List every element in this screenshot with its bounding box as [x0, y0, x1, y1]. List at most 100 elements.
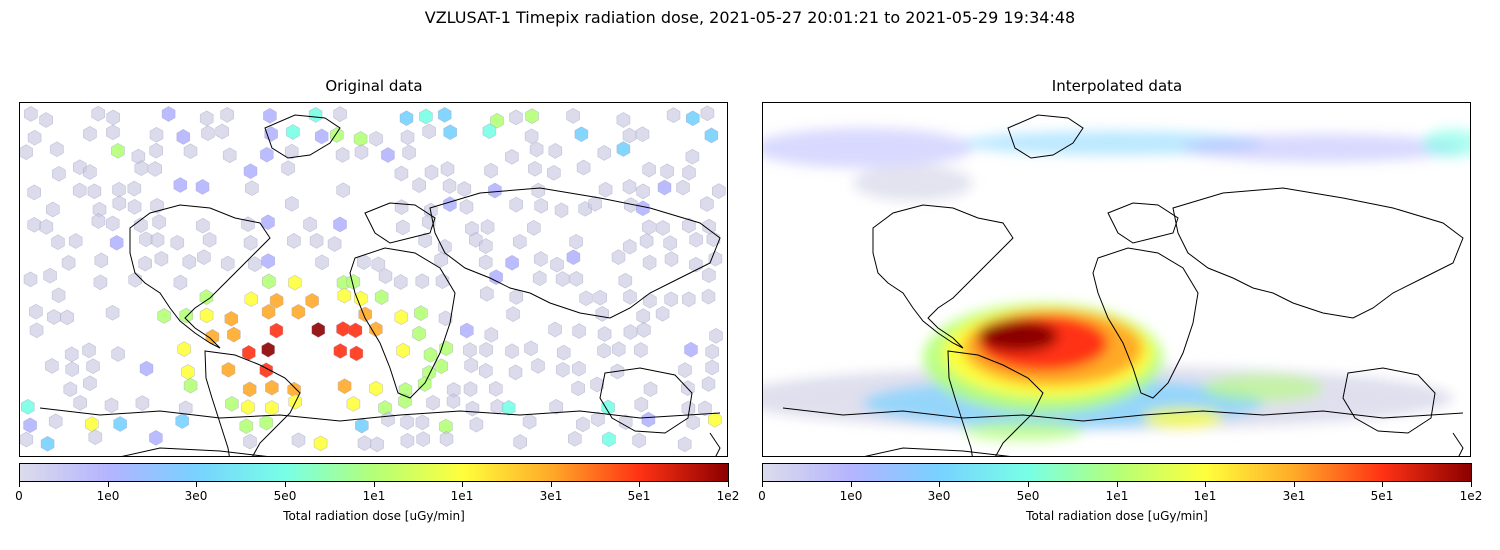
sample-hex: [259, 414, 274, 431]
sample-hex: [569, 233, 583, 250]
colorbar-tick-label: 1e2: [716, 489, 740, 503]
sample-hex: [313, 435, 328, 452]
sample-hex: [548, 143, 563, 159]
sample-hex: [394, 199, 409, 215]
sample-hex: [27, 184, 42, 201]
colorbar-tick: [1117, 482, 1118, 487]
sample-hex: [611, 341, 626, 358]
sample-hex: [595, 306, 610, 322]
sample-hex: [399, 110, 414, 127]
sample-hex: [566, 249, 581, 266]
sample-hex: [678, 362, 692, 378]
sample-hex: [149, 142, 163, 159]
sample-hex: [579, 290, 593, 307]
sample-hex: [459, 322, 474, 339]
sample-hex: [91, 105, 105, 122]
sample-hex: [509, 196, 524, 213]
sample-hex: [51, 287, 66, 304]
sample-hex: [622, 178, 637, 195]
sample-hex: [260, 146, 274, 163]
colorbar-tick: [1294, 482, 1295, 487]
sample-hex: [243, 163, 258, 180]
sample-hex: [152, 214, 166, 230]
sample-hex: [708, 250, 723, 267]
sample-hex: [598, 181, 613, 198]
sample-hex: [576, 416, 590, 433]
coastline-path: [1342, 367, 1436, 434]
original-data-map: [19, 102, 728, 457]
sample-hex: [104, 397, 119, 414]
sample-hex: [333, 106, 347, 122]
sample-hex: [337, 287, 352, 304]
sample-hex: [241, 216, 255, 233]
sample-hex: [261, 304, 276, 320]
sample-hex: [336, 321, 350, 337]
sample-hex: [642, 219, 656, 236]
sample-hex: [509, 109, 523, 126]
sample-hex: [241, 399, 255, 415]
sample-hex: [335, 147, 350, 163]
sample-hex: [199, 110, 214, 127]
sample-hex: [149, 430, 163, 446]
sample-hex: [248, 256, 262, 272]
interp-blob: [963, 421, 1083, 441]
sample-hex: [524, 128, 539, 145]
sample-hex: [199, 307, 214, 324]
sample-hex: [616, 112, 631, 128]
sample-hex: [642, 161, 656, 178]
sample-hex: [61, 255, 76, 271]
sample-hex: [597, 342, 611, 359]
sample-hex: [308, 107, 323, 123]
sample-hex: [700, 105, 715, 122]
sample-hex: [681, 291, 696, 308]
sample-hex: [393, 274, 408, 290]
colorbar-tick: [19, 482, 20, 487]
sample-hex: [489, 269, 503, 286]
sample-hex: [505, 343, 519, 360]
sample-hex: [484, 326, 499, 343]
sample-hex: [242, 381, 257, 398]
sample-hex: [265, 400, 279, 416]
sample-hex: [682, 217, 696, 234]
sample-hex: [286, 124, 300, 140]
sample-hex: [602, 431, 616, 448]
sample-hex: [128, 271, 142, 288]
sample-hex: [245, 180, 259, 197]
sample-hex: [134, 160, 149, 176]
sample-hex: [440, 161, 455, 177]
sample-hex: [82, 342, 96, 359]
sample-hex: [139, 231, 153, 248]
sample-hex: [556, 344, 571, 361]
sample-hex: [412, 325, 426, 342]
sample-hex: [370, 436, 384, 453]
sample-hex: [663, 235, 678, 251]
sample-hex: [87, 183, 102, 200]
sample-hex: [664, 291, 678, 308]
sample-hex: [528, 160, 542, 177]
sample-hex: [574, 126, 589, 143]
sample-hex: [635, 126, 650, 143]
sample-hex: [127, 198, 142, 215]
sample-hex: [315, 254, 329, 271]
sample-hex: [265, 379, 279, 396]
coastline-path: [599, 367, 693, 434]
sample-hex: [196, 217, 210, 234]
sample-hex: [682, 164, 696, 181]
sample-hex: [329, 127, 344, 143]
sample-hex: [45, 201, 60, 218]
colorbar-tick: [374, 482, 375, 487]
sample-hex: [23, 271, 38, 288]
sample-hex: [333, 343, 348, 359]
sample-hex: [93, 274, 108, 291]
sample-hex: [463, 342, 477, 358]
sample-hex: [197, 249, 211, 265]
sample-hex: [529, 141, 544, 158]
sample-hex: [73, 395, 87, 411]
sample-hex: [175, 413, 189, 429]
sample-hex: [374, 289, 389, 305]
sample-hex: [414, 305, 428, 321]
sample-hex: [643, 381, 658, 398]
sample-hex: [508, 364, 523, 381]
colorbar-tick: [762, 482, 763, 487]
sample-hex: [443, 124, 458, 141]
